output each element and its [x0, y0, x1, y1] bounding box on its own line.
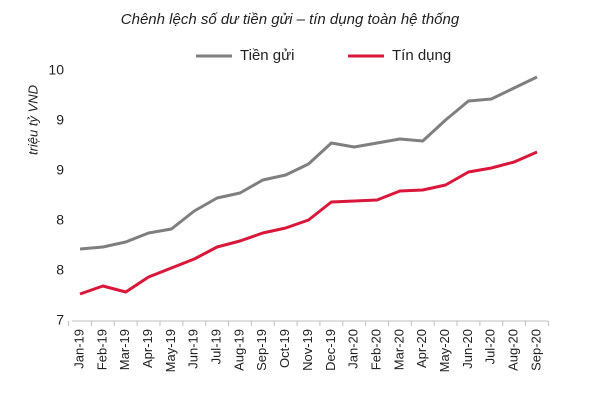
x-tick-label: Mar-20 [391, 329, 406, 370]
x-tick-label: Oct-19 [277, 329, 292, 368]
x-tick-label: Jul-19 [209, 329, 224, 364]
x-tick-label: Dec-19 [323, 329, 338, 371]
x-tick-label: Feb-19 [94, 329, 109, 370]
y-tick-label: 9 [56, 112, 64, 128]
x-tick-label: Apr-19 [140, 329, 155, 368]
y-tick-label: 7 [56, 312, 64, 328]
legend-label: Tín dụng [392, 47, 451, 64]
x-tick-label: Aug-19 [231, 329, 246, 371]
x-tick-label: May-19 [163, 329, 178, 372]
line-series [79, 75, 538, 251]
line-series [79, 150, 538, 296]
x-tick-label: Jun-19 [186, 329, 201, 369]
x-tick-label: Nov-19 [300, 329, 315, 371]
x-tick-label: Jun-20 [460, 329, 475, 369]
x-tick-label: Aug-20 [506, 329, 521, 371]
legend-label: Tiền gửi [240, 47, 295, 64]
x-tick-label: Sep-20 [528, 329, 543, 371]
x-tick-label: Feb-20 [368, 329, 383, 370]
x-tick-label: May-20 [437, 329, 452, 372]
y-axis-label: triệu tỷ VND [25, 85, 40, 155]
y-tick-label: 10 [48, 62, 64, 78]
y-tick-label: 8 [56, 212, 64, 228]
x-tick-label: Sep-19 [254, 329, 269, 371]
x-tick-label: Jul-20 [483, 329, 498, 364]
x-tick-label: Apr-20 [414, 329, 429, 368]
chart-title: Chênh lệch số dư tiền gửi – tín dụng toà… [121, 11, 460, 28]
x-tick-label: Jan-20 [346, 329, 361, 369]
x-tick-label: Jan-19 [71, 329, 86, 369]
x-tick-label: Mar-19 [117, 329, 132, 370]
y-tick-label: 9 [56, 162, 64, 178]
y-tick-label: 8 [56, 262, 64, 278]
